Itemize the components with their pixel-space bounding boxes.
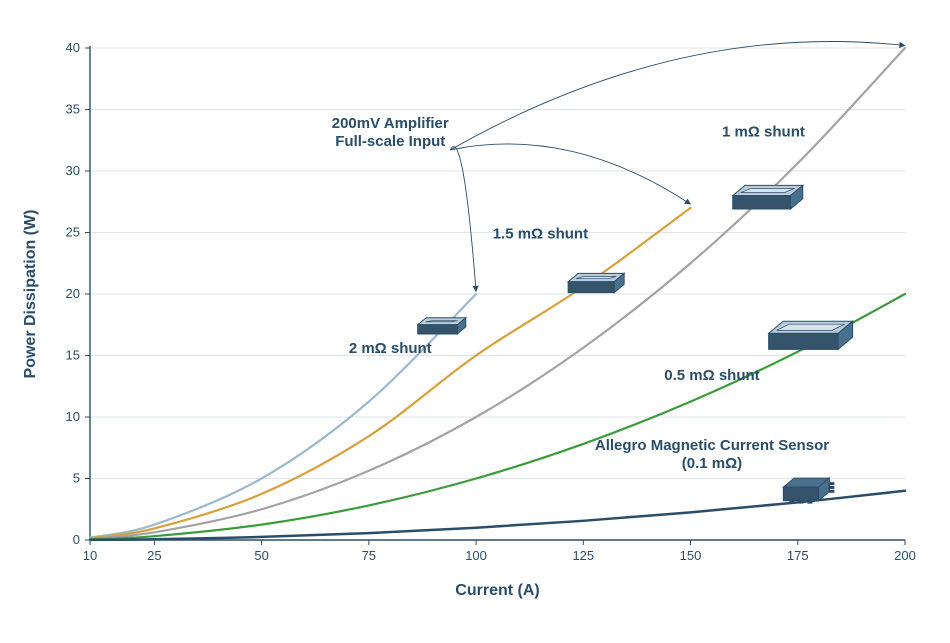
x-tick-label: 175 [787,548,809,563]
series-label: 1.5 mΩ shunt [493,226,588,243]
shunt-icon [733,185,803,209]
x-tick-label: 25 [147,548,161,563]
shunt-icon [418,318,466,334]
x-tick-label: 10 [83,548,97,563]
series-label: 1 mΩ shunt [722,124,805,141]
x-axis-title: Current (A) [455,582,539,599]
annotation-text: 200mV Amplifier [332,115,449,132]
series-label: (0.1 mΩ) [682,455,742,472]
annotation-arrow [450,147,476,292]
y-tick-label: 0 [73,532,80,547]
y-tick-label: 15 [66,348,80,363]
annotation-arrow [450,144,690,204]
y-tick-label: 20 [66,286,80,301]
series-shunt_1_5m [90,208,691,538]
x-tick-label: 50 [254,548,268,563]
x-tick-label: 75 [362,548,376,563]
x-tick-label: 125 [572,548,594,563]
y-tick-label: 10 [66,409,80,424]
y-tick-label: 35 [66,102,80,117]
y-tick-label: 40 [66,40,80,55]
series-label: Allegro Magnetic Current Sensor [595,437,829,454]
shunt-icon [568,273,624,292]
series-label: 0.5 mΩ shunt [664,367,759,384]
x-tick-label: 150 [680,548,702,563]
series-label: 2 mΩ shunt [349,340,432,357]
x-tick-label: 100 [465,548,487,563]
x-tick-label: 200 [894,548,916,563]
annotation-arrow [450,41,905,149]
series-allegro [90,491,905,540]
annotation-text: Full-scale Input [335,133,445,150]
series-shunt_1m [90,48,905,539]
y-tick-label: 30 [66,163,80,178]
y-tick-label: 25 [66,225,80,240]
y-tick-label: 5 [73,471,80,486]
shunt-icon [769,321,853,349]
y-axis-title: Power Dissipation (W) [22,210,39,379]
